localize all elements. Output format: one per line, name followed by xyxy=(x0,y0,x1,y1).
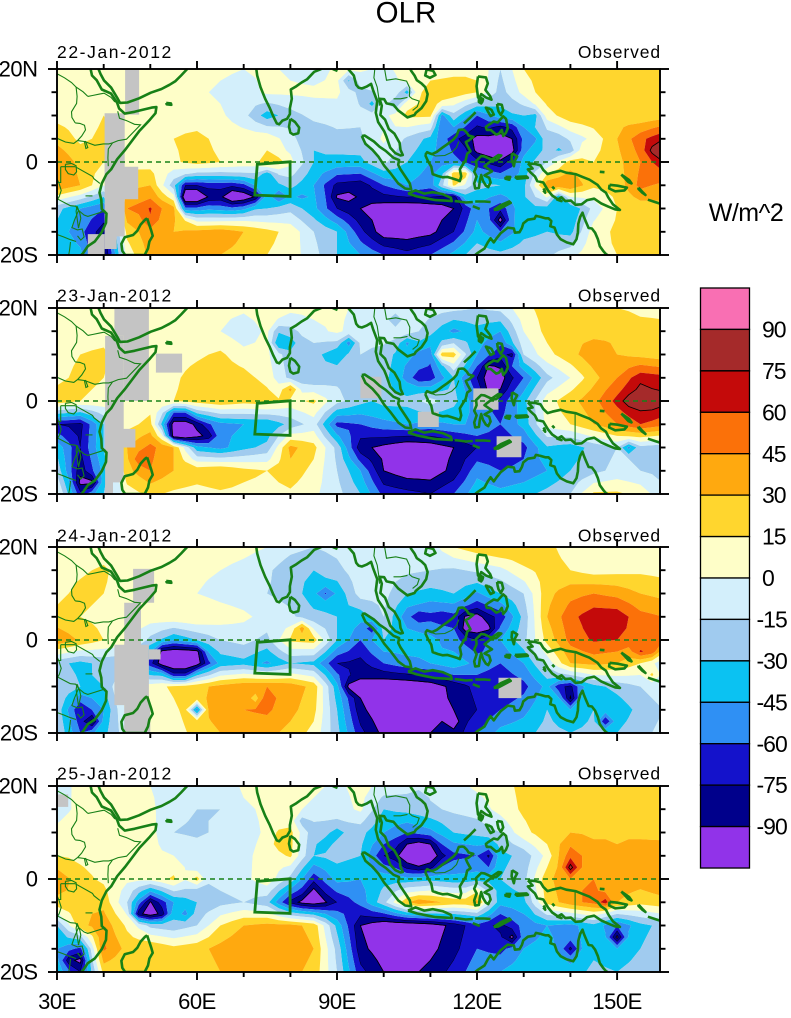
svg-text:20S: 20S xyxy=(0,482,38,507)
svg-text:20N: 20N xyxy=(0,535,38,560)
svg-text:60: 60 xyxy=(762,399,786,425)
svg-text:20N: 20N xyxy=(0,774,38,799)
svg-text:20S: 20S xyxy=(0,721,38,746)
svg-text:Observed: Observed xyxy=(578,763,661,783)
svg-text:120E: 120E xyxy=(452,989,501,1013)
svg-text:-75: -75 xyxy=(757,772,787,798)
svg-text:20N: 20N xyxy=(0,57,38,82)
svg-text:-30: -30 xyxy=(757,648,787,674)
svg-text:23-Jan-2012: 23-Jan-2012 xyxy=(57,285,173,305)
svg-text:75: 75 xyxy=(762,358,786,384)
svg-text:25-Jan-2012: 25-Jan-2012 xyxy=(57,763,173,783)
svg-text:24-Jan-2012: 24-Jan-2012 xyxy=(57,525,173,545)
svg-text:30: 30 xyxy=(762,482,786,508)
svg-text:90: 90 xyxy=(762,317,786,343)
svg-text:30E: 30E xyxy=(38,989,76,1013)
svg-text:0: 0 xyxy=(26,150,38,175)
svg-text:-60: -60 xyxy=(757,731,787,757)
svg-text:15: 15 xyxy=(762,524,786,550)
svg-text:W/m^2: W/m^2 xyxy=(709,199,784,227)
svg-text:-45: -45 xyxy=(757,689,787,715)
svg-text:0: 0 xyxy=(26,389,38,414)
svg-text:0: 0 xyxy=(26,628,38,653)
svg-text:45: 45 xyxy=(762,441,786,467)
svg-text:22-Jan-2012: 22-Jan-2012 xyxy=(57,42,173,62)
svg-text:-90: -90 xyxy=(757,814,787,840)
svg-text:90E: 90E xyxy=(318,989,356,1013)
svg-text:0: 0 xyxy=(762,565,774,591)
svg-text:20S: 20S xyxy=(0,960,38,985)
svg-text:-15: -15 xyxy=(757,607,787,633)
svg-text:Observed: Observed xyxy=(578,42,661,62)
svg-text:60E: 60E xyxy=(178,989,216,1013)
svg-text:Observed: Observed xyxy=(578,285,661,305)
svg-text:Observed: Observed xyxy=(578,525,661,545)
svg-text:150E: 150E xyxy=(592,989,641,1013)
svg-text:20S: 20S xyxy=(0,243,38,268)
svg-text:OLR: OLR xyxy=(376,0,437,29)
svg-text:20N: 20N xyxy=(0,296,38,321)
svg-text:0: 0 xyxy=(26,867,38,892)
